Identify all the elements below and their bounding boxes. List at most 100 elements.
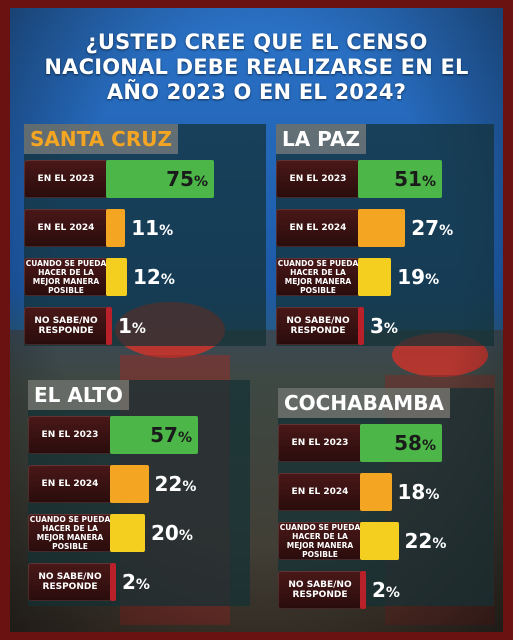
value-unit: % xyxy=(383,321,398,337)
bar xyxy=(360,571,366,609)
row-cuando-se-pueda: CUANDO SE PUEDA HACER DE LA MEJOR MANERA… xyxy=(278,522,494,560)
category-label: NO SABE/NO RESPONDE xyxy=(24,307,108,345)
value-label: 12% xyxy=(133,258,175,299)
panel-title: LA PAZ xyxy=(276,124,366,154)
category-label: EN EL 2023 xyxy=(24,160,108,198)
value-number: 1 xyxy=(118,314,132,338)
value-label: 2% xyxy=(372,571,400,612)
row-cuando-se-pueda: CUANDO SE PUEDA HACER DE LA MEJOR MANERA… xyxy=(24,258,266,296)
value-number: 27 xyxy=(411,216,440,240)
value-label: 11% xyxy=(131,209,173,250)
panel-cochabamba: COCHABAMBA EN EL 2023 58% EN EL 2024 18% CUA… xyxy=(278,388,494,609)
row-en-2023: EN EL 2023 57% xyxy=(28,416,250,454)
value-label: 57% xyxy=(150,416,192,457)
category-label: EN EL 2024 xyxy=(28,465,112,503)
category-label: EN EL 2023 xyxy=(278,424,362,462)
value-number: 11 xyxy=(131,216,160,240)
value-unit: % xyxy=(425,487,440,503)
panel-el-alto: EL ALTO EN EL 2023 57% EN EL 2024 22% CUANDO… xyxy=(28,380,250,606)
value-label: 75% xyxy=(166,160,208,201)
value-unit: % xyxy=(131,321,146,337)
value-number: 19 xyxy=(397,265,426,289)
row-no-sabe: NO SABE/NO RESPONDE 2% xyxy=(278,571,494,609)
bar xyxy=(106,258,127,296)
bar xyxy=(110,416,198,454)
row-no-sabe: NO SABE/NO RESPONDE 2% xyxy=(28,563,250,601)
value-number: 58 xyxy=(394,431,422,455)
bar xyxy=(358,160,442,198)
panel-title: COCHABAMBA xyxy=(278,388,450,418)
bar xyxy=(358,209,406,247)
category-label: EN EL 2024 xyxy=(276,209,360,247)
value-number: 51 xyxy=(394,167,422,191)
value-unit: % xyxy=(160,272,175,288)
value-unit: % xyxy=(135,577,150,593)
value-unit: % xyxy=(421,438,436,454)
row-en-2024: EN EL 2024 11% xyxy=(24,209,266,247)
bar xyxy=(106,160,214,198)
bar xyxy=(110,563,116,601)
value-unit: % xyxy=(439,223,454,239)
value-number: 18 xyxy=(397,480,426,504)
value-unit: % xyxy=(425,272,440,288)
category-label: EN EL 2023 xyxy=(28,416,112,454)
row-no-sabe: NO SABE/NO RESPONDE 1% xyxy=(24,307,266,345)
value-label: 19% xyxy=(397,258,439,299)
value-number: 22 xyxy=(154,472,183,496)
category-label: NO SABE/NO RESPONDE xyxy=(278,571,362,609)
bar xyxy=(360,424,442,462)
value-number: 57 xyxy=(150,423,178,447)
value-number: 2 xyxy=(372,578,386,602)
value-label: 3% xyxy=(370,307,398,348)
value-number: 75 xyxy=(166,167,194,191)
value-unit: % xyxy=(159,223,174,239)
row-en-2024: EN EL 2024 27% xyxy=(276,209,494,247)
value-unit: % xyxy=(177,430,192,446)
bar xyxy=(110,514,145,552)
row-en-2023: EN EL 2023 75% xyxy=(24,160,266,198)
bar xyxy=(360,522,399,560)
category-label: CUANDO SE PUEDA HACER DE LA MEJOR MANERA… xyxy=(24,258,108,296)
value-label: 51% xyxy=(394,160,436,201)
value-number: 3 xyxy=(370,314,384,338)
row-en-2024: EN EL 2024 22% xyxy=(28,465,250,503)
value-number: 2 xyxy=(122,570,136,594)
row-cuando-se-pueda: CUANDO SE PUEDA HACER DE LA MEJOR MANERA… xyxy=(276,258,494,296)
value-label: 1% xyxy=(118,307,146,348)
bar xyxy=(360,473,392,511)
bar xyxy=(106,209,126,247)
row-no-sabe: NO SABE/NO RESPONDE 3% xyxy=(276,307,494,345)
category-label: CUANDO SE PUEDA HACER DE LA MEJOR MANERA… xyxy=(28,514,112,552)
value-number: 20 xyxy=(151,521,179,545)
category-label: NO SABE/NO RESPONDE xyxy=(276,307,360,345)
value-label: 2% xyxy=(122,563,150,604)
value-unit: % xyxy=(182,479,197,495)
value-label: 27% xyxy=(411,209,453,250)
value-number: 22 xyxy=(404,529,433,553)
row-cuando-se-pueda: CUANDO SE PUEDA HACER DE LA MEJOR MANERA… xyxy=(28,514,250,552)
bar xyxy=(358,258,392,296)
category-label: EN EL 2024 xyxy=(24,209,108,247)
value-unit: % xyxy=(421,174,436,190)
panel-santa-cruz: SANTA CRUZ EN EL 2023 75% EN EL 2024 11% CUA… xyxy=(24,124,266,346)
panel-title: EL ALTO xyxy=(28,380,129,410)
row-en-2023: EN EL 2023 58% xyxy=(278,424,494,462)
bar xyxy=(106,307,112,345)
value-number: 12 xyxy=(133,265,161,289)
category-label: CUANDO SE PUEDA HACER DE LA MEJOR MANERA… xyxy=(276,258,360,296)
bar xyxy=(358,307,364,345)
value-unit: % xyxy=(432,536,447,552)
row-en-2023: EN EL 2023 51% xyxy=(276,160,494,198)
row-en-2024: EN EL 2024 18% xyxy=(278,473,494,511)
value-unit: % xyxy=(178,528,193,544)
value-label: 58% xyxy=(394,424,436,465)
value-label: 22% xyxy=(155,465,197,506)
value-label: 20% xyxy=(151,514,193,555)
value-label: 22% xyxy=(405,522,447,563)
bar xyxy=(110,465,149,503)
category-label: EN EL 2023 xyxy=(276,160,360,198)
category-label: CUANDO SE PUEDA HACER DE LA MEJOR MANERA… xyxy=(278,522,362,560)
panel-title: SANTA CRUZ xyxy=(24,124,178,154)
category-label: EN EL 2024 xyxy=(278,473,362,511)
